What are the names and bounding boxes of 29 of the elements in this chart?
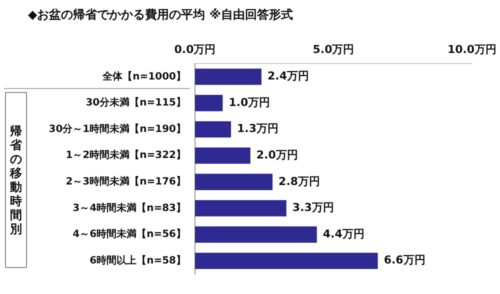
y-tick-label: 1～2時間未満【n=322】	[66, 149, 186, 162]
bar	[195, 94, 223, 112]
label-frame: 帰省の移動時間別	[5, 92, 27, 268]
data-label: 1.3万円	[237, 122, 279, 136]
bar	[195, 200, 286, 216]
data-label: 4.4万円	[322, 227, 364, 240]
data-label: 6.6万円	[384, 254, 426, 267]
data-label: 2.8万円	[278, 174, 320, 188]
y-tick-label: 全体【n=1000】	[102, 70, 186, 82]
data-label: 2.4万円	[267, 70, 309, 83]
x-tick-label: 5.0万円	[312, 42, 354, 56]
y-tick-label: 4～6時間未満【n=56】	[72, 228, 186, 240]
x-tick-label: 0.0万円	[174, 42, 216, 56]
y-tick-label: 2～3時間未満【n=176】	[66, 176, 186, 188]
y-tick-label: 30分～1時間未満【n=190】	[48, 122, 186, 135]
bar	[195, 226, 317, 243]
bar	[195, 147, 250, 164]
chart-title: ◆お盆の帰省でかかる費用の平均 ※自由回答形式	[28, 7, 294, 22]
data-label: 3.3万円	[292, 201, 334, 214]
y-tick-label: 3～4時間未満【n=83】	[72, 202, 186, 214]
bar	[195, 68, 262, 85]
bar	[195, 121, 232, 138]
data-label: 2.0万円	[256, 148, 298, 162]
y-tick-label: 6時間以上【n=58】	[90, 254, 186, 266]
data-label: 1.0万円	[228, 96, 270, 109]
bar	[195, 174, 273, 190]
y-tick-label: 30分未満【n=115】	[86, 96, 186, 109]
bar	[195, 252, 378, 270]
x-tick-label: 10.0万円	[447, 42, 497, 56]
